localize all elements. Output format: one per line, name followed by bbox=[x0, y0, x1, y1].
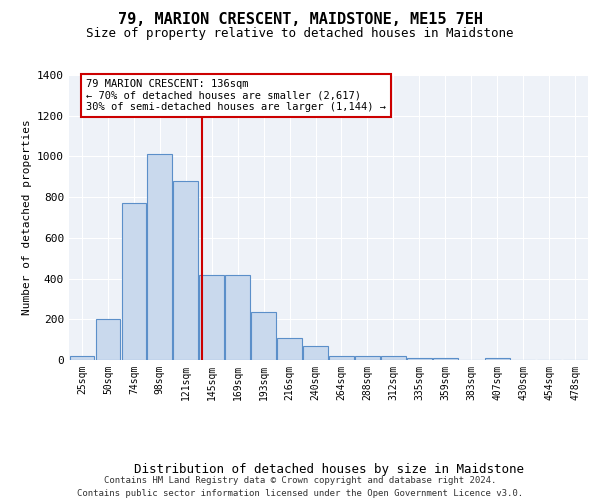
Bar bbox=[329, 356, 354, 360]
Bar bbox=[70, 356, 94, 360]
Bar bbox=[173, 181, 198, 360]
Text: Contains HM Land Registry data © Crown copyright and database right 2024.
Contai: Contains HM Land Registry data © Crown c… bbox=[77, 476, 523, 498]
Bar bbox=[122, 203, 146, 360]
Bar bbox=[95, 320, 120, 360]
Bar bbox=[251, 312, 276, 360]
Text: 79 MARION CRESCENT: 136sqm
← 70% of detached houses are smaller (2,617)
30% of s: 79 MARION CRESCENT: 136sqm ← 70% of deta… bbox=[86, 79, 386, 112]
X-axis label: Distribution of detached houses by size in Maidstone: Distribution of detached houses by size … bbox=[133, 462, 523, 475]
Bar bbox=[355, 356, 380, 360]
Bar bbox=[148, 154, 172, 360]
Bar bbox=[485, 358, 509, 360]
Text: 79, MARION CRESCENT, MAIDSTONE, ME15 7EH: 79, MARION CRESCENT, MAIDSTONE, ME15 7EH bbox=[118, 12, 482, 28]
Bar bbox=[277, 338, 302, 360]
Y-axis label: Number of detached properties: Number of detached properties bbox=[22, 120, 32, 316]
Bar bbox=[381, 356, 406, 360]
Bar bbox=[433, 358, 458, 360]
Bar bbox=[226, 274, 250, 360]
Bar bbox=[407, 358, 431, 360]
Bar bbox=[199, 274, 224, 360]
Bar bbox=[303, 346, 328, 360]
Text: Size of property relative to detached houses in Maidstone: Size of property relative to detached ho… bbox=[86, 28, 514, 40]
